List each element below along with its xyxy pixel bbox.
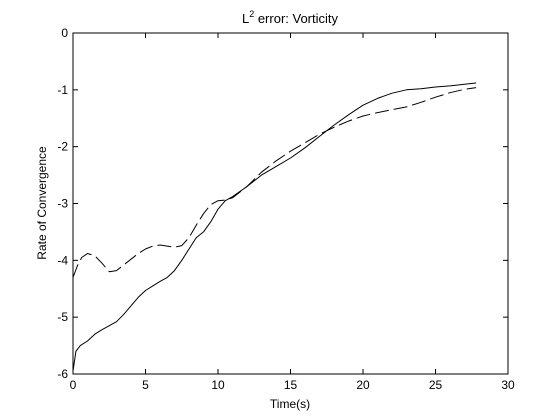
plot-area: 0 5 10 15 20 25 30 -6 -5 -4 -3 -2 -1 0 [57, 26, 515, 392]
x-tick-label: 10 [211, 378, 225, 392]
chart-title-rest: error: Vorticity [254, 11, 338, 26]
chart-title: L2 error: Vorticity [242, 9, 339, 26]
x-axis-label: Time(s) [270, 397, 310, 411]
x-tick-label: 30 [501, 378, 515, 392]
y-tick-label: -5 [57, 310, 68, 324]
y-tick-label: -3 [57, 197, 68, 211]
x-tick-label: 0 [70, 378, 77, 392]
y-tick-label: -4 [57, 253, 68, 267]
y-tick-label: -1 [57, 83, 68, 97]
x-tick-label: 20 [356, 378, 370, 392]
chart-title-base: L [242, 11, 249, 26]
y-tick-label: -6 [57, 367, 68, 381]
x-tick-label: 25 [429, 378, 443, 392]
series-line-2-dashed [72, 87, 477, 278]
chart-title-superscript: 2 [249, 9, 254, 19]
x-tick-label: 15 [284, 378, 298, 392]
series-line-1-solid [72, 82, 477, 372]
y-tick-label: 0 [61, 26, 68, 40]
y-axis-label: Rate of Convergence [35, 146, 49, 260]
x-tick-label: 5 [142, 378, 149, 392]
y-tick-label: -2 [57, 140, 68, 154]
